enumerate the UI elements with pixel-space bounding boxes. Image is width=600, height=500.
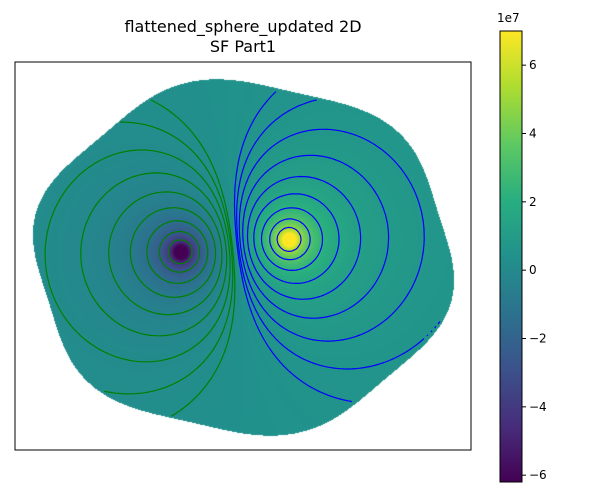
negative-contour-line <box>167 239 193 265</box>
colorbar-tick-label: −6 <box>529 468 547 482</box>
negative-contour-line <box>158 230 201 273</box>
positive-contour-line <box>260 207 324 271</box>
colorbar-tick-label: 4 <box>529 127 537 141</box>
negative-contour-line <box>146 220 209 284</box>
colorbar-tick-label: −2 <box>529 332 547 346</box>
colorbar-tick-label: −4 <box>529 400 547 414</box>
negative-contour-line <box>103 121 234 395</box>
colorbar-tick-label: 0 <box>529 263 537 277</box>
colorbar: −6 −4 −2 0 2 4 6 1e7 <box>497 11 547 483</box>
positive-contour-line <box>276 226 302 252</box>
positive-contour-line <box>236 99 441 370</box>
colorbar-ticks: −6 −4 −2 0 2 4 6 <box>522 58 547 482</box>
colorbar-frame <box>499 30 523 483</box>
colorbar-gradient <box>500 31 522 482</box>
positive-contour-line <box>242 154 390 319</box>
positive-contour-line <box>246 175 362 300</box>
positive-contour-line <box>253 193 340 284</box>
negative-contour-line <box>80 172 228 337</box>
colorbar-multiplier: 1e7 <box>497 11 520 25</box>
chart-title: flattened_sphere_updated 2D <box>124 17 361 37</box>
contour-lines <box>44 91 441 417</box>
negative-contour-line <box>108 191 223 316</box>
positive-contour-line <box>238 128 425 342</box>
positive-contour-line <box>269 218 311 261</box>
colorbar-tick-label: 2 <box>529 195 537 209</box>
positive-contour-line <box>233 91 353 403</box>
negative-contour-line <box>44 149 231 363</box>
plot-frame <box>14 61 472 451</box>
chart-subtitle: SF Part1 <box>210 37 276 56</box>
negative-contour-line <box>129 207 217 298</box>
negative-contour-line <box>150 99 236 417</box>
colorbar-tick-label: 6 <box>529 58 537 72</box>
